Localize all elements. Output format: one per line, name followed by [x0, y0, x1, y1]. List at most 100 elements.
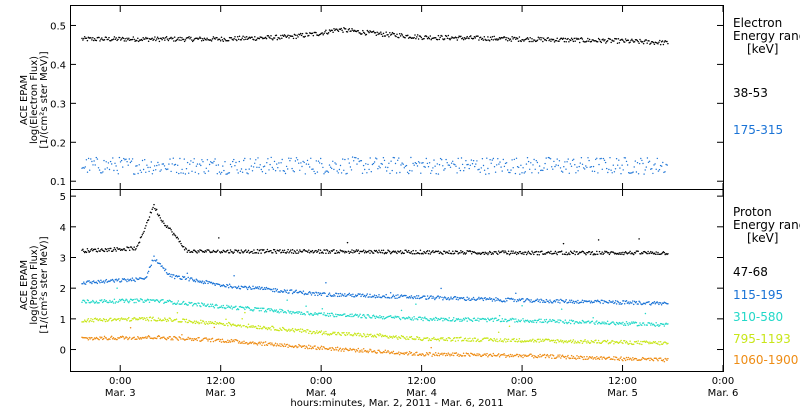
data-point [353, 296, 356, 298]
data-point [661, 165, 663, 167]
data-point [219, 252, 222, 254]
data-point [249, 158, 251, 160]
data-point [465, 37, 468, 39]
data-point [303, 161, 305, 164]
data-point [269, 342, 271, 344]
data-point [472, 37, 475, 40]
data-point [550, 250, 552, 253]
data-point [661, 40, 664, 42]
data-point [600, 356, 603, 358]
data-point [114, 248, 117, 251]
data-point [299, 328, 302, 330]
data-point [544, 320, 547, 323]
data-point [173, 40, 175, 42]
data-point [347, 293, 350, 296]
data-point [572, 355, 575, 358]
data-point [335, 348, 338, 351]
data-point [175, 303, 178, 305]
data-point [86, 319, 89, 321]
data-point [149, 316, 152, 318]
data-point [191, 39, 193, 41]
data-point [83, 319, 86, 321]
data-point [368, 168, 370, 171]
data-point [496, 299, 498, 302]
data-point [325, 252, 327, 254]
data-point [183, 249, 186, 251]
data-point [249, 326, 252, 328]
data-point [518, 337, 521, 340]
data-point [331, 312, 333, 315]
data-point [171, 337, 173, 340]
data-point [556, 298, 558, 301]
data-point [629, 250, 631, 253]
data-point [321, 32, 324, 34]
data-point [535, 321, 538, 324]
data-point [191, 40, 194, 43]
data-point [487, 337, 489, 339]
data-point [639, 343, 641, 345]
data-point [648, 160, 651, 162]
data-point [487, 167, 489, 170]
data-point [177, 238, 180, 240]
data-point [556, 253, 558, 256]
data-point [165, 320, 168, 323]
data-point [431, 355, 433, 357]
data-point [292, 252, 295, 254]
data-point [489, 36, 492, 39]
data-point [306, 346, 308, 349]
data-point [228, 283, 231, 285]
data-point [374, 317, 377, 319]
data-point [335, 249, 338, 252]
data-point [232, 339, 234, 342]
data-point [384, 296, 387, 299]
data-point [391, 352, 394, 354]
data-point [506, 340, 509, 342]
data-point [532, 354, 534, 357]
data-point [580, 157, 583, 159]
data-point [558, 40, 560, 43]
data-point [606, 40, 609, 42]
data-point [478, 39, 480, 41]
data-point [452, 354, 455, 357]
data-point [465, 252, 468, 254]
data-point [458, 355, 460, 357]
data-point [279, 38, 281, 40]
data-point [517, 40, 520, 42]
data-point [117, 279, 119, 281]
data-point [426, 37, 429, 40]
data-point [372, 295, 375, 298]
data-point [449, 298, 451, 300]
data-point [517, 300, 520, 302]
data-point [618, 41, 621, 44]
data-point [644, 303, 647, 305]
data-point [182, 38, 185, 41]
data-point [439, 295, 441, 298]
data-point [322, 252, 324, 254]
data-point [372, 162, 375, 165]
data-point [581, 38, 584, 40]
data-point [448, 250, 450, 252]
data-point [515, 38, 517, 40]
data-point [552, 339, 555, 341]
data-point [161, 38, 163, 41]
data-point [631, 359, 633, 361]
data-point [297, 36, 299, 38]
data-point [521, 253, 523, 255]
data-point [269, 327, 271, 329]
data-point [641, 343, 643, 346]
data-point [398, 36, 400, 39]
data-point [138, 241, 141, 243]
data-point [652, 41, 655, 44]
data-point [125, 318, 127, 321]
data-point [286, 299, 288, 301]
data-point [347, 158, 349, 160]
data-point [529, 301, 531, 303]
data-point [533, 158, 535, 161]
data-point [612, 321, 614, 323]
data-point [308, 34, 310, 37]
data-point [122, 37, 125, 39]
data-point [488, 339, 491, 341]
data-point [137, 278, 140, 281]
data-point [214, 158, 216, 160]
data-point [473, 35, 476, 38]
